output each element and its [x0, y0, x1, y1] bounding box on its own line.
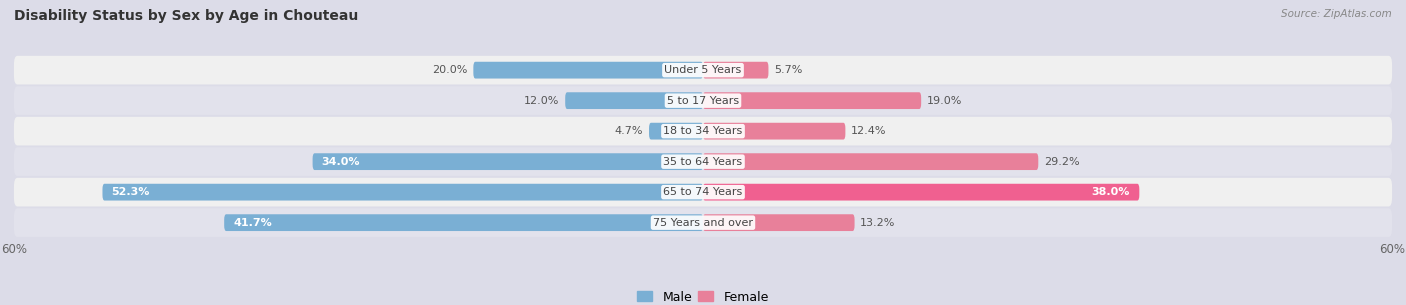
Text: 35 to 64 Years: 35 to 64 Years — [664, 157, 742, 167]
Text: Source: ZipAtlas.com: Source: ZipAtlas.com — [1281, 9, 1392, 19]
FancyBboxPatch shape — [14, 208, 1392, 237]
Text: 12.0%: 12.0% — [524, 96, 560, 106]
Text: Under 5 Years: Under 5 Years — [665, 65, 741, 75]
Text: 13.2%: 13.2% — [860, 218, 896, 228]
Legend: Male, Female: Male, Female — [633, 285, 773, 305]
Text: 65 to 74 Years: 65 to 74 Years — [664, 187, 742, 197]
FancyBboxPatch shape — [103, 184, 703, 201]
FancyBboxPatch shape — [703, 214, 855, 231]
Text: 52.3%: 52.3% — [111, 187, 150, 197]
FancyBboxPatch shape — [474, 62, 703, 78]
FancyBboxPatch shape — [650, 123, 703, 140]
Text: Disability Status by Sex by Age in Chouteau: Disability Status by Sex by Age in Chout… — [14, 9, 359, 23]
FancyBboxPatch shape — [14, 56, 1392, 84]
Text: 18 to 34 Years: 18 to 34 Years — [664, 126, 742, 136]
Text: 5 to 17 Years: 5 to 17 Years — [666, 96, 740, 106]
Text: 19.0%: 19.0% — [927, 96, 962, 106]
FancyBboxPatch shape — [312, 153, 703, 170]
Text: 38.0%: 38.0% — [1092, 187, 1130, 197]
Text: 20.0%: 20.0% — [432, 65, 468, 75]
Text: 75 Years and over: 75 Years and over — [652, 218, 754, 228]
FancyBboxPatch shape — [703, 62, 769, 78]
FancyBboxPatch shape — [14, 178, 1392, 206]
FancyBboxPatch shape — [14, 147, 1392, 176]
Text: 5.7%: 5.7% — [775, 65, 803, 75]
Text: 4.7%: 4.7% — [614, 126, 644, 136]
Text: 41.7%: 41.7% — [233, 218, 273, 228]
FancyBboxPatch shape — [565, 92, 703, 109]
Text: 12.4%: 12.4% — [851, 126, 887, 136]
FancyBboxPatch shape — [703, 184, 1139, 201]
Text: 29.2%: 29.2% — [1045, 157, 1080, 167]
Text: 34.0%: 34.0% — [322, 157, 360, 167]
FancyBboxPatch shape — [14, 86, 1392, 115]
FancyBboxPatch shape — [224, 214, 703, 231]
FancyBboxPatch shape — [703, 123, 845, 140]
FancyBboxPatch shape — [703, 92, 921, 109]
FancyBboxPatch shape — [703, 153, 1038, 170]
FancyBboxPatch shape — [14, 117, 1392, 145]
